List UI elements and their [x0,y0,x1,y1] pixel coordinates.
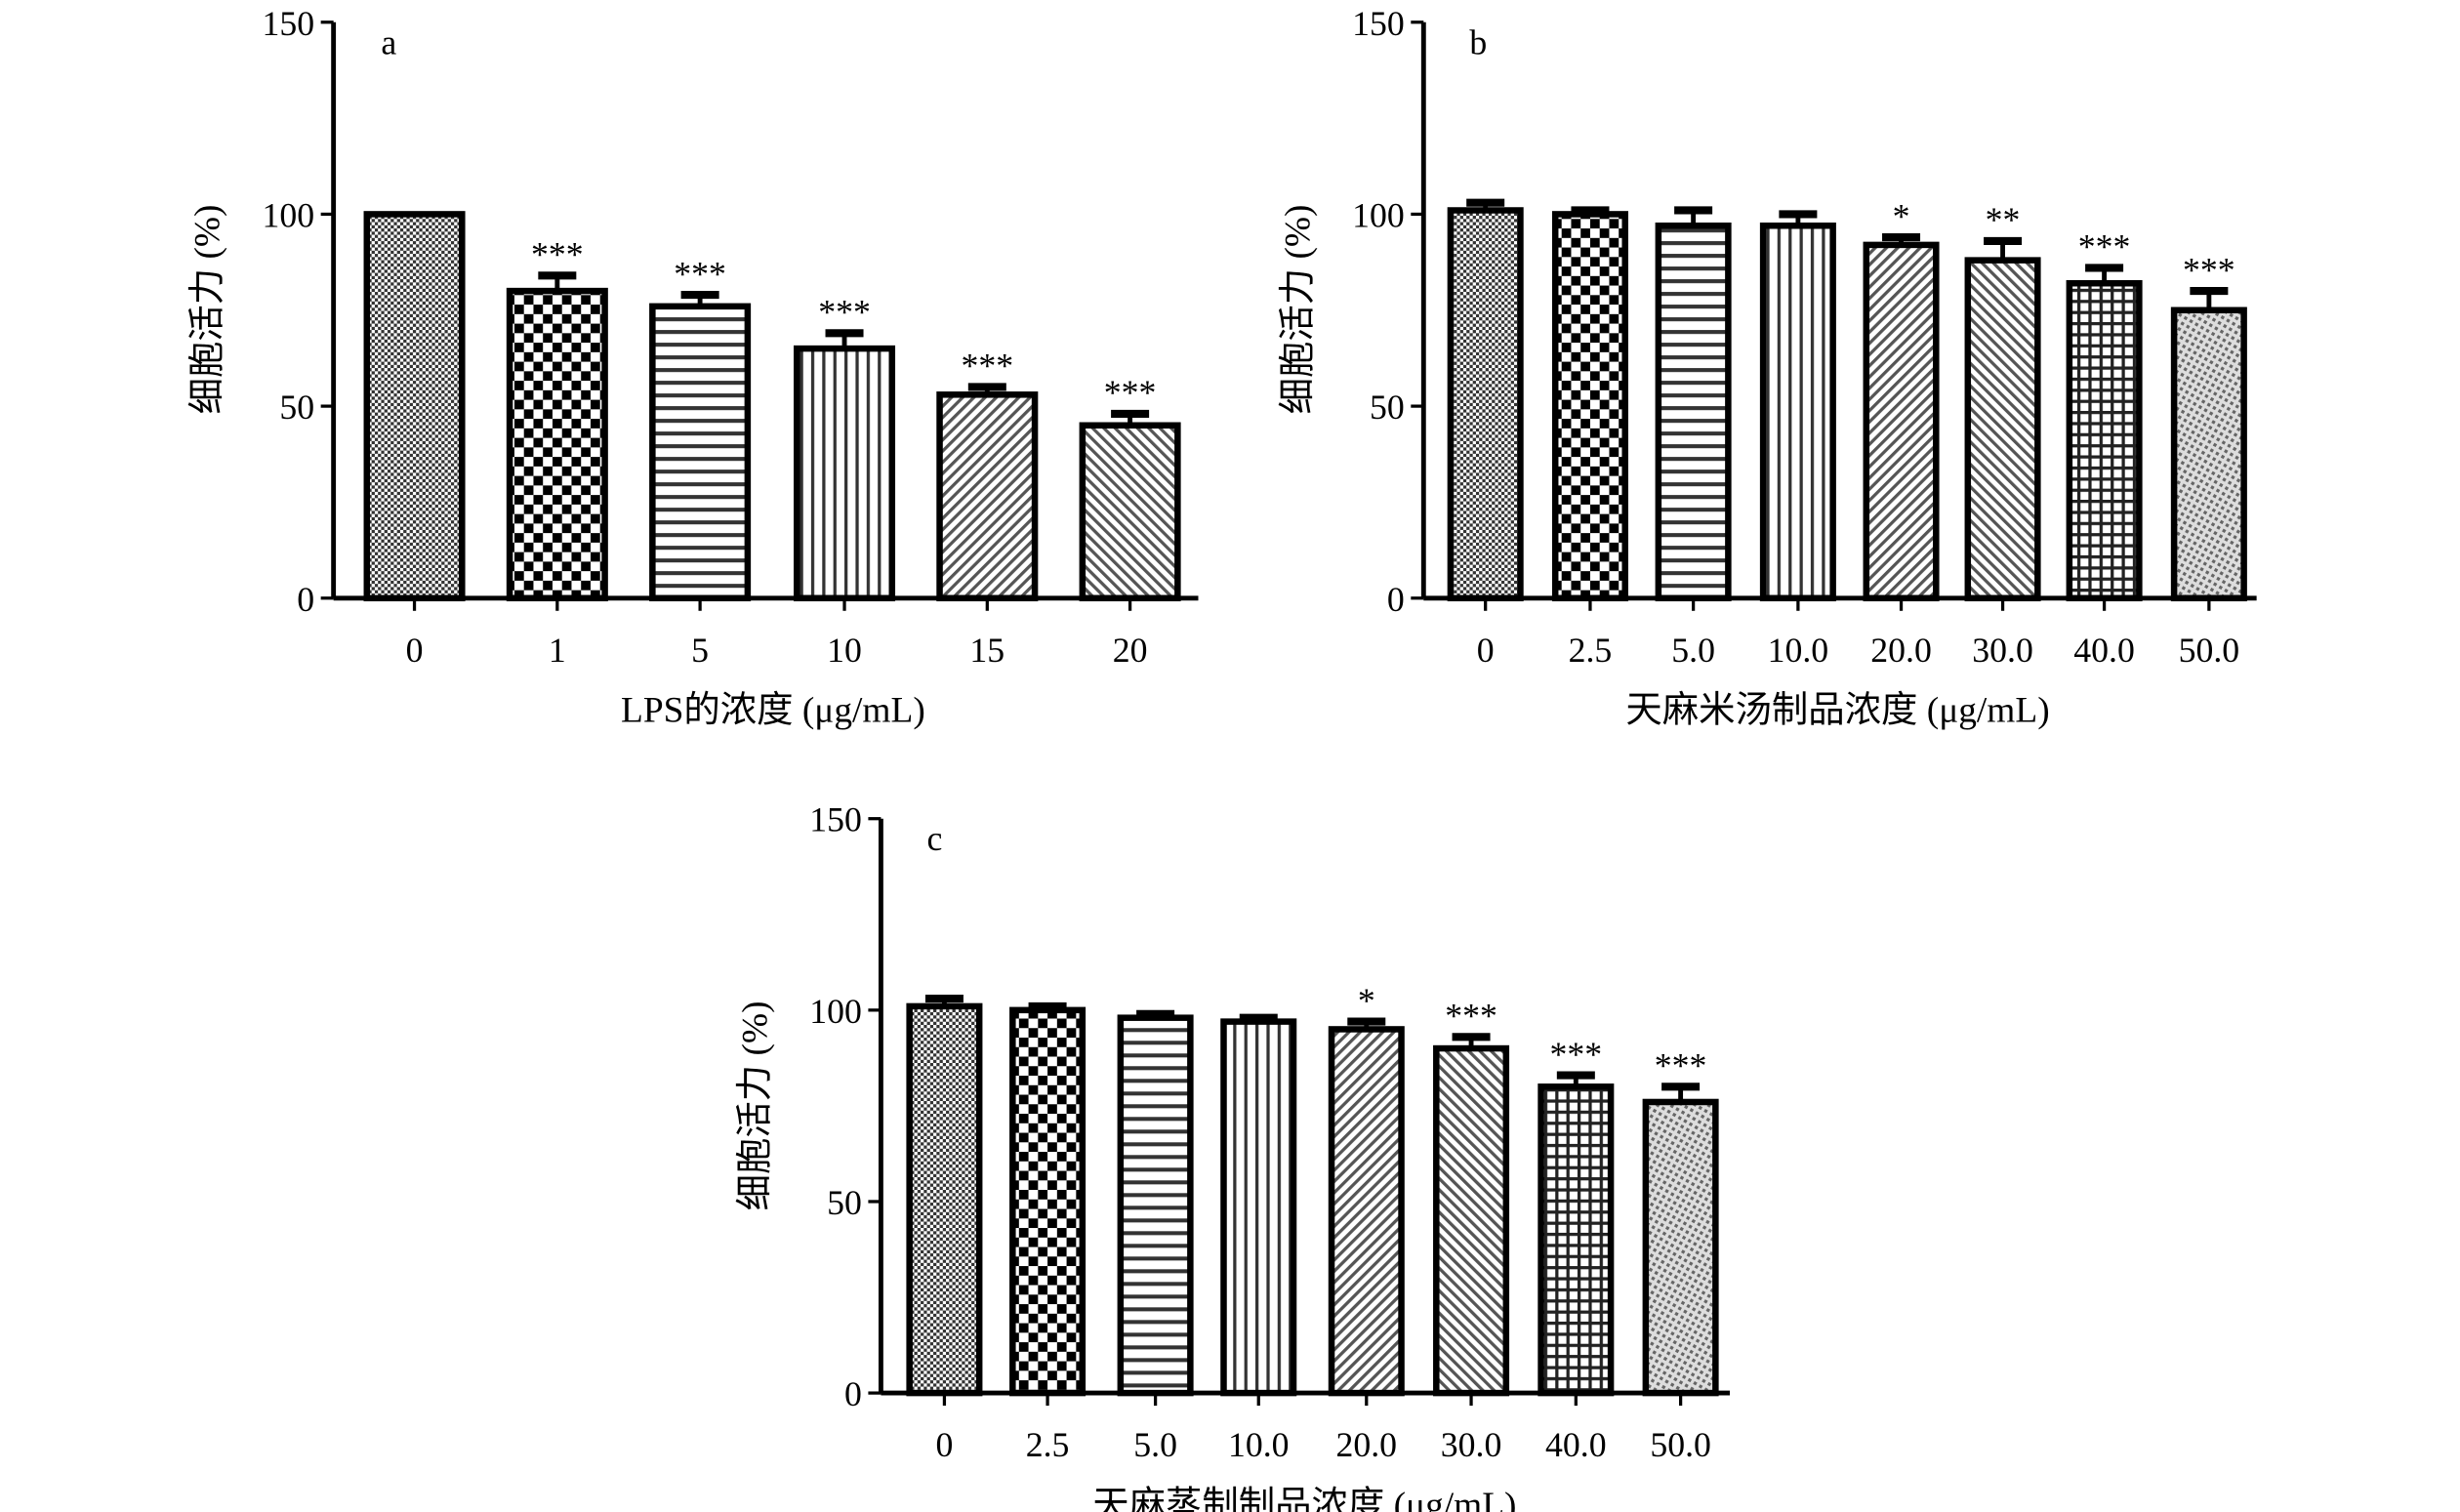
x-tick-label: 2.5 [1569,631,1613,670]
significance-marker: ** [1986,200,2021,239]
bar [1117,1014,1194,1397]
bar [1642,1098,1719,1397]
bar [1863,241,1940,602]
x-tick-label: 30.0 [1441,1425,1502,1464]
significance-marker: *** [2183,250,2235,289]
bar [906,1002,983,1397]
y-axis-title: 细胞活力 (%) [187,205,228,415]
y-tick-label: 100 [809,992,862,1031]
significance-marker: *** [2078,227,2131,266]
bar [1447,207,1524,602]
significance-marker: *** [818,293,871,332]
x-tick-label: 20 [1113,631,1148,670]
x-tick-label: 50.0 [1650,1425,1711,1464]
bar [1759,222,1836,602]
x-tick-label: 50.0 [2179,631,2240,670]
x-tick-label: 1 [549,631,566,670]
bar [1328,1026,1405,1397]
panel-label: b [1469,22,1487,61]
bar [2170,306,2247,602]
y-tick-label: 150 [263,4,315,43]
y-tick-label: 0 [844,1374,862,1413]
panel-c-chart: 0 50 100 150 c 细胞活力 (%) 天麻蒸制制品浓度 (μg/mL) 0 2.5 5.… [734,800,1730,1512]
x-tick-label: 10.0 [1228,1425,1290,1464]
significance-marker: * [1358,981,1375,1020]
bar [1964,257,2041,602]
y-tick-label: 0 [297,580,314,619]
bar [1655,222,1732,602]
bar [506,287,608,602]
bar [2066,279,2143,602]
y-axis-title: 细胞活力 (%) [734,1001,775,1210]
y-tick-label: 50 [827,1183,862,1222]
bar [363,211,466,602]
bar [1009,1006,1086,1397]
significance-marker: *** [1445,997,1497,1036]
x-tick-label: 2.5 [1026,1425,1070,1464]
panel-a-chart: 0 50 100 150 a 细胞活力 (%) LPS的浓度 (μg/mL) 0 *** 1 ***… [187,4,1199,731]
x-tick-label: 40.0 [2073,631,2135,670]
x-tick-label: 5.0 [1671,631,1715,670]
x-tick-label: 30.0 [1972,631,2033,670]
bar [649,303,752,602]
y-tick-label: 100 [1352,195,1405,234]
significance-marker: *** [1104,373,1157,412]
bar [1433,1044,1510,1397]
x-axis-title: 天麻米汤制品浓度 (μg/mL) [1625,690,2049,731]
bar [794,345,896,602]
bar [1220,1018,1297,1397]
y-tick-label: 50 [1370,388,1405,427]
x-tick-label: 0 [935,1425,953,1464]
x-tick-label: 10.0 [1768,631,1829,670]
x-tick-label: 20.0 [1336,1425,1398,1464]
bar [1551,211,1628,602]
x-tick-label: 0 [1477,631,1495,670]
x-tick-label: 5.0 [1133,1425,1177,1464]
x-tick-label: 20.0 [1870,631,1932,670]
x-tick-label: 15 [969,631,1004,670]
y-tick-label: 0 [1387,580,1405,619]
significance-marker: *** [962,347,1014,386]
x-axis-title: 天麻蒸制制品浓度 (μg/mL) [1092,1485,1516,1512]
significance-marker: *** [1550,1035,1603,1074]
y-tick-label: 150 [1352,4,1405,43]
x-tick-label: 40.0 [1545,1425,1607,1464]
y-tick-label: 150 [809,800,862,839]
x-tick-label: 0 [406,631,424,670]
significance-marker: * [1893,196,1910,235]
x-axis-title: LPS的浓度 (μg/mL) [621,690,925,731]
panel-label: c [927,819,943,858]
bar [1079,422,1181,602]
bar [1538,1083,1615,1397]
y-tick-label: 50 [279,388,314,427]
y-axis-title: 细胞活力 (%) [1277,205,1318,415]
significance-marker: *** [1655,1046,1707,1085]
x-tick-label: 10 [827,631,862,670]
x-tick-label: 5 [691,631,709,670]
significance-marker: *** [674,254,726,293]
y-tick-label: 100 [263,195,315,234]
panel-b-chart: 0 50 100 150 b 细胞活力 (%) 天麻米汤制品浓度 (μg/mL) 0 2.5 5.… [1277,4,2257,731]
significance-marker: *** [531,235,584,274]
panel-label: a [381,22,396,61]
bar [936,391,1039,602]
